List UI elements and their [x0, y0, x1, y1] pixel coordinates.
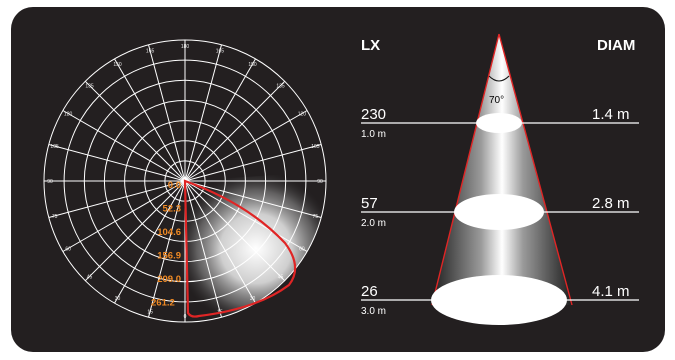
row-2-spot: [454, 194, 544, 230]
grid-spoke: [184, 44, 222, 182]
angle-label: 105: [311, 144, 320, 150]
polar-grid: [43, 39, 327, 323]
row-1-lux: 230: [361, 106, 386, 123]
grid-spoke: [148, 44, 186, 182]
angle-label: 45: [278, 275, 284, 281]
grid-spoke: [184, 80, 286, 182]
angle-label: 105: [50, 144, 59, 150]
angle-label: 120: [64, 112, 73, 118]
radial-label: 52.3: [163, 204, 182, 215]
angle-label: 45: [87, 275, 93, 281]
row-3-distance: 3.0 m: [361, 306, 386, 317]
grid-spoke: [184, 180, 286, 282]
angle-label: 0: [184, 314, 187, 320]
row-1-spot: [476, 113, 522, 133]
grid-spoke: [48, 180, 186, 218]
row-1-diameter: 1.4 m: [592, 106, 630, 123]
radial-label: 104.6: [157, 227, 181, 238]
row-3-spot: [431, 275, 567, 325]
grid-spoke: [84, 180, 186, 282]
grid-spoke: [62, 180, 186, 252]
radial-label: 209.0: [157, 274, 181, 285]
angle-label: 30: [250, 296, 256, 302]
row-2-distance: 2.0 m: [361, 218, 386, 229]
grid-spoke: [114, 58, 186, 182]
measurement-row-3: 26 3.0 m 4.1 m: [361, 275, 639, 325]
photometric-diagram: 180 165 150 135 120 105 90 75 60 45 30 150 15 30 45 60 7…: [43, 33, 639, 325]
grid-spoke: [184, 180, 256, 304]
grid-spoke: [148, 180, 186, 318]
grid-spoke: [84, 80, 186, 182]
angle-label: 135: [276, 84, 285, 90]
radial-label: 261.2: [151, 298, 175, 309]
cone-diagram: LX DIAM 70° 230 1.0 m 1.4 m 57 2.0: [361, 33, 639, 325]
grid-spoke: [114, 180, 186, 304]
light-cone: [432, 34, 572, 305]
row-3-lux: 26: [361, 283, 378, 300]
measurement-row-2: 57 2.0 m 2.8 m: [361, 194, 639, 230]
grid-spoke: [184, 58, 256, 182]
angle-label: 165: [146, 49, 155, 55]
angle-label: 150: [113, 62, 122, 68]
angle-label: 60: [299, 247, 305, 253]
grid-spoke: [62, 110, 186, 182]
grid-spoke: [48, 144, 186, 182]
row-3-diameter: 4.1 m: [592, 283, 630, 300]
angle-label: 90: [47, 179, 53, 185]
grid-spoke: [184, 180, 322, 218]
grid-spoke: [184, 144, 322, 182]
grid-spoke: [184, 180, 222, 318]
polar-radial-labels: 0.0 52.3 104.6 156.9 209.0 261.2: [151, 180, 181, 309]
angle-label: 165: [216, 49, 225, 55]
grid-spoke: [184, 180, 308, 252]
angle-label: 75: [313, 214, 319, 220]
beam-angle-label: 70°: [489, 95, 504, 106]
lux-header: LX: [361, 37, 380, 54]
angle-label: 150: [248, 62, 257, 68]
angle-label: 60: [65, 247, 71, 253]
angle-label: 30: [115, 296, 121, 302]
radial-label: 156.9: [157, 251, 181, 262]
row-2-diameter: 2.8 m: [592, 195, 630, 212]
cone-outline: [431, 33, 573, 306]
row-2-lux: 57: [361, 195, 378, 212]
radial-label: 0.0: [168, 180, 181, 191]
measurement-row-1: 230 1.0 m 1.4 m: [361, 106, 639, 140]
angle-label: 15: [147, 309, 153, 315]
photometric-panel: 180 165 150 135 120 105 90 75 60 45 30 15 0 15 30 45 60 7…: [11, 7, 665, 352]
angle-label: 180: [181, 44, 190, 50]
angle-label: 90: [317, 179, 323, 185]
angle-label: 75: [52, 214, 58, 220]
angle-label: 120: [298, 112, 307, 118]
row-1-distance: 1.0 m: [361, 129, 386, 140]
polar-diagram: 180 165 150 135 120 105 90 75 60 45 30 150 15 30 45 60 7…: [43, 39, 327, 323]
intensity-curve: [183, 179, 297, 318]
diameter-header: DIAM: [597, 37, 635, 54]
beam-angle-marker: 70°: [488, 75, 510, 106]
angle-label: 135: [85, 84, 94, 90]
grid-spoke: [184, 110, 308, 182]
